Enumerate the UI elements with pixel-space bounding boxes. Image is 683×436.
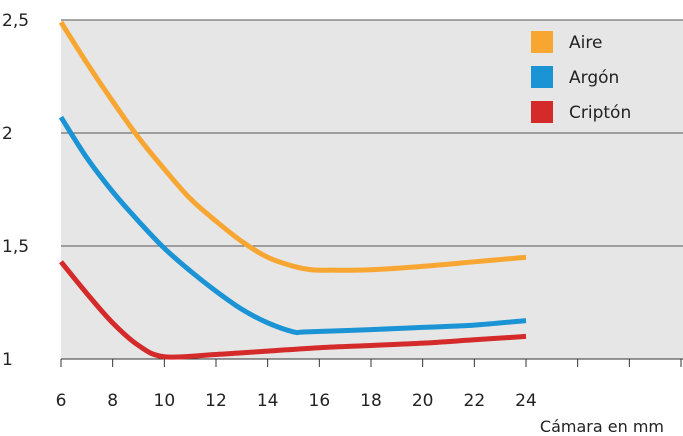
legend-swatch-cripton <box>531 101 553 123</box>
series-line-argon <box>58 115 527 336</box>
x-tick-label: 8 <box>107 391 118 411</box>
x-axis-title: Cámara en mm <box>540 417 664 436</box>
x-axis: 6 8 10 12 14 16 18 20 22 24 <box>56 358 683 411</box>
series-lines <box>58 20 527 360</box>
legend-label-argon: Argón <box>569 68 619 88</box>
y-tick-label: 2 <box>2 124 13 144</box>
legend-label-cripton: Criptón <box>569 103 631 123</box>
x-tick-label: 24 <box>515 391 537 411</box>
legend-swatch-argon <box>531 66 553 88</box>
legend: Aire Argón Criptón <box>531 31 631 123</box>
y-tick-label: 1 <box>2 350 13 370</box>
x-tick-label: 12 <box>205 391 227 411</box>
x-tick-label: 6 <box>56 391 67 411</box>
series-line-cripton <box>59 260 527 360</box>
x-tick-label: 18 <box>360 391 382 411</box>
y-tick-label: 2,5 <box>2 11 29 31</box>
x-tick-label: 14 <box>257 391 279 411</box>
x-tick-label: 20 <box>412 391 434 411</box>
x-tick-label: 16 <box>309 391 331 411</box>
legend-label-aire: Aire <box>569 33 602 53</box>
x-tick-label: 22 <box>464 391 486 411</box>
x-tick-label: 10 <box>154 391 176 411</box>
y-axis: 1 1,5 2 2,5 <box>2 11 29 370</box>
series-line-aire <box>58 20 527 273</box>
plot-area-background <box>61 20 683 359</box>
legend-swatch-aire <box>531 31 553 53</box>
y-tick-label: 1,5 <box>2 237 29 257</box>
